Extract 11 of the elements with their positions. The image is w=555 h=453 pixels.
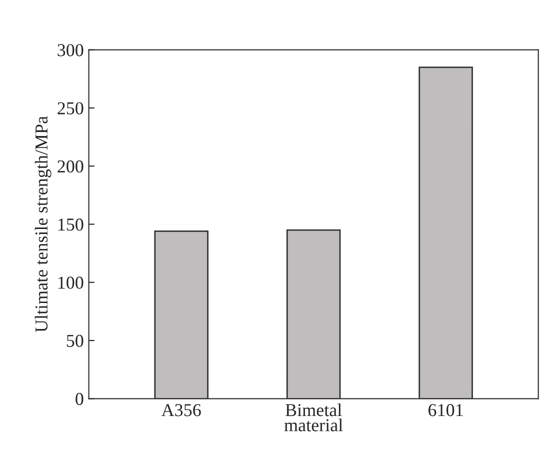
x-tick-label: A356 — [161, 404, 201, 416]
x-tick-label: 6101 — [428, 404, 463, 416]
y-axis-title: Ultimate tensile strength/MPa — [34, 116, 52, 332]
y-tick-label: 200 — [58, 160, 84, 173]
y-tick-label: 150 — [58, 218, 84, 231]
y-tick-label: 0 — [76, 392, 84, 406]
y-tick-label: 100 — [58, 276, 84, 289]
x-tick-label: Bimetal material — [284, 404, 343, 432]
y-tick-label: 250 — [58, 102, 84, 114]
y-tick-label: 50 — [66, 334, 84, 347]
y-tick-label: 300 — [58, 44, 84, 56]
